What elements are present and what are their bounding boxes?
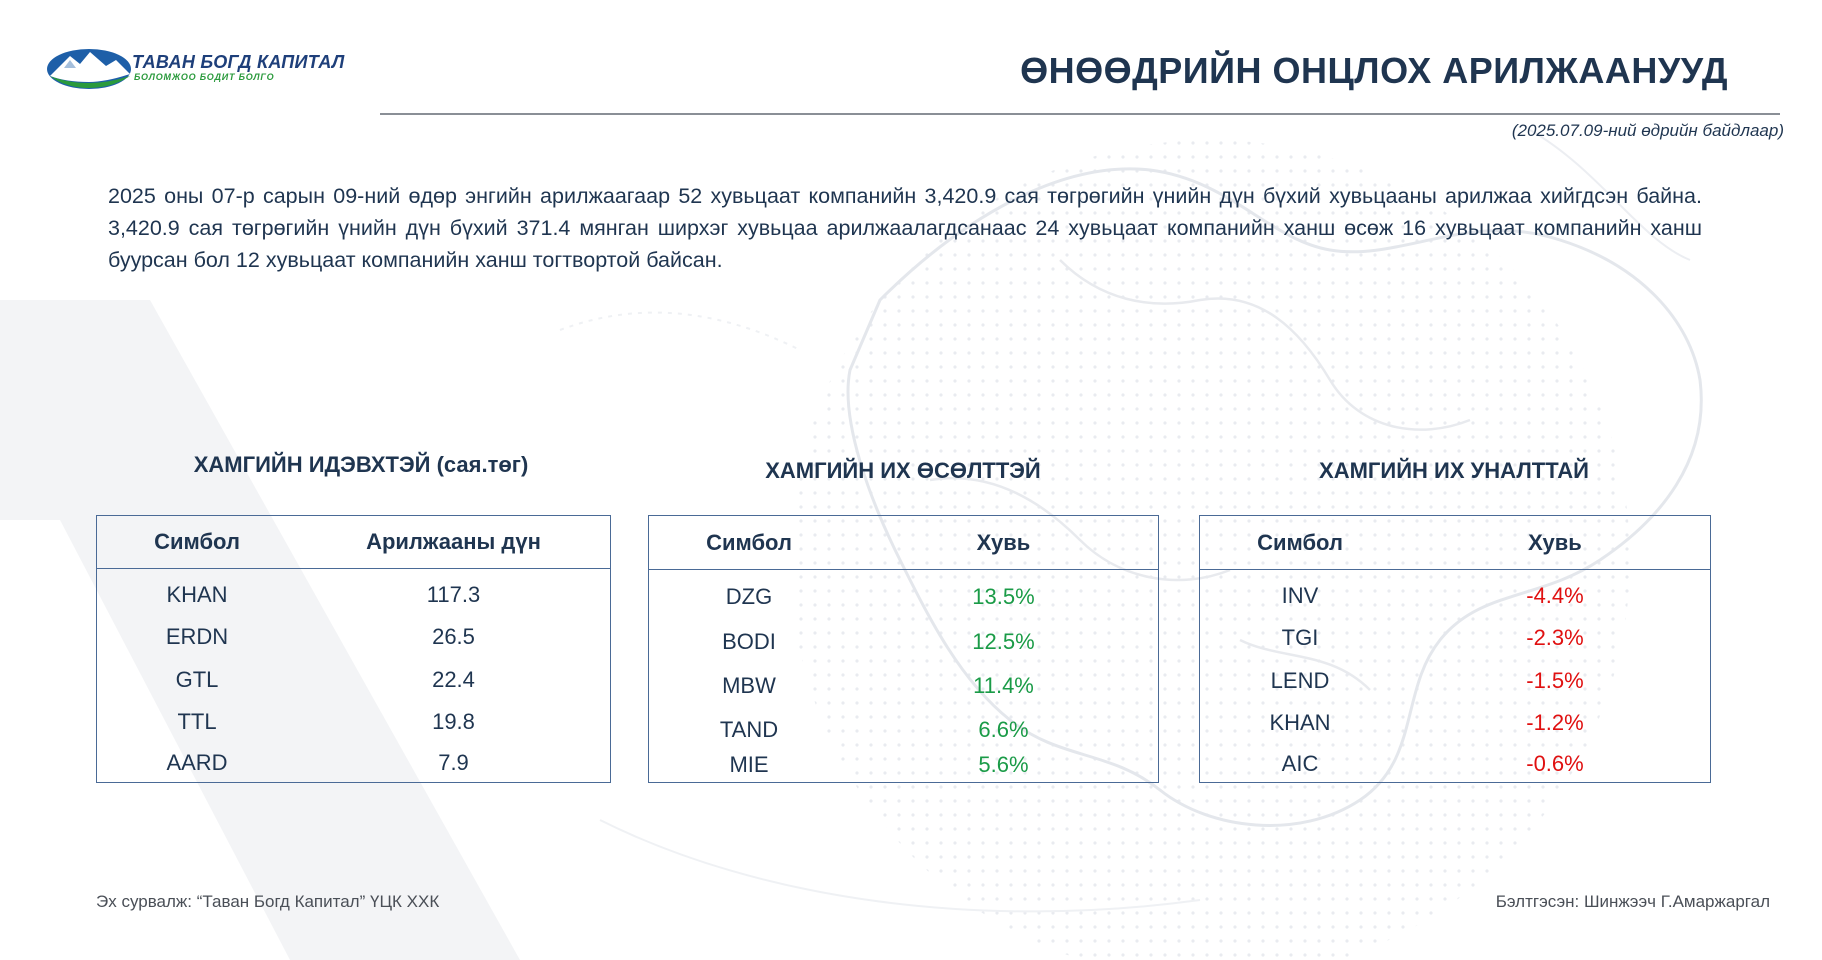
table-row: MIE 5.6%	[649, 752, 1158, 778]
company-logo: ТАВАН БОГД КАПИТАЛ БОЛОМЖОО БОДИТ БОЛГО	[46, 46, 346, 92]
losers-table-title: ХАМГИЙН ИХ УНАЛТТАЙ	[1319, 458, 1589, 483]
symbol-cell: ERDN	[165, 624, 229, 649]
percent-cell: 11.4%	[973, 673, 1034, 698]
symbol-cell: LEND	[1270, 667, 1330, 693]
symbol-cell: MIE	[729, 752, 769, 777]
column-header-percent: Хувь	[976, 529, 1031, 555]
source-note: Эх сурвалж: “Таван Богд Капитал” ҮЦК ХХК	[96, 892, 440, 911]
table-row: AARD 7.9	[97, 743, 610, 783]
symbol-cell: MBW	[722, 673, 776, 698]
column-header-value: Арилжааны дүн	[366, 529, 541, 554]
date-note: (2025.07.09-ний өдрийн байдлаар)	[1511, 121, 1784, 140]
percent-cell: 13.5%	[972, 584, 1035, 609]
table-row: GTL 22.4	[97, 658, 610, 701]
symbol-cell: BODI	[722, 629, 776, 654]
percent-cell: -0.6%	[1526, 751, 1584, 776]
symbol-cell: TAND	[719, 717, 779, 742]
table-row: LEND -1.5%	[1200, 659, 1710, 702]
table-row: TAND 6.6%	[649, 708, 1158, 752]
column-header-symbol: Симбол	[706, 529, 792, 555]
table-header-row: Симбол Хувь	[1200, 516, 1710, 570]
author-note: Бэлтгэсэн: Шинжээч Г.Амаржаргал	[1495, 892, 1770, 911]
table-row: MBW 11.4%	[649, 664, 1158, 708]
symbol-cell: TTL	[177, 709, 217, 734]
title-divider	[380, 113, 1780, 115]
active-table-title: ХАМГИЙН ИДЭВХТЭЙ (сая.төг)	[193, 452, 529, 477]
table-row: ERDN 26.5	[97, 616, 610, 658]
symbol-cell: KHAN	[166, 581, 228, 607]
top-losers-table: Симбол Хувь INV -4.4% TGI -2.3% LEND -1.…	[1199, 515, 1711, 783]
symbol-cell: TGI	[1281, 625, 1319, 650]
market-summary: 2025 оны 07-р сарын 09-ний өдөр энгийн а…	[108, 184, 1702, 272]
table-row: TGI -2.3%	[1200, 617, 1710, 659]
gainers-table-title: ХАМГИЙН ИХ ӨСӨЛТТЭЙ	[765, 458, 1041, 483]
symbol-cell: INV	[1281, 582, 1319, 608]
table-row: KHAN -1.2%	[1200, 702, 1710, 744]
table-header-row: Симбол Арилжааны дүн	[97, 516, 610, 569]
table-row: KHAN 117.3	[97, 573, 610, 616]
mountain-logo-icon	[47, 49, 131, 89]
percent-cell: 12.5%	[972, 629, 1035, 654]
company-tagline: БОЛОМЖОО БОДИТ БОЛГО	[134, 72, 275, 82]
top-gainers-table: Симбол Хувь DZG 13.5% BODI 12.5% MBW 11.…	[648, 515, 1159, 783]
percent-cell: -1.2%	[1526, 710, 1584, 735]
table-row: TTL 19.8	[97, 701, 610, 743]
value-cell: 19.8	[432, 709, 475, 734]
symbol-cell: AARD	[166, 750, 228, 775]
value-cell: 22.4	[432, 666, 475, 692]
column-header-symbol: Симбол	[1257, 529, 1343, 555]
percent-cell: -1.5%	[1526, 667, 1584, 693]
symbol-cell: AIC	[1281, 751, 1319, 776]
symbol-cell: DZG	[725, 584, 773, 609]
table-row: AIC -0.6%	[1200, 744, 1710, 784]
table-header-row: Симбол Хувь	[649, 516, 1158, 570]
table-row: INV -4.4%	[1200, 574, 1710, 617]
page-title: ӨНӨӨДРИЙН ОНЦЛОХ АРИЛЖААНУУД	[1020, 50, 1728, 91]
value-cell: 26.5	[432, 624, 475, 649]
value-cell: 117.3	[426, 581, 481, 607]
symbol-cell: KHAN	[1269, 710, 1331, 735]
table-row: BODI 12.5%	[649, 620, 1158, 664]
percent-cell: -2.3%	[1526, 625, 1584, 650]
company-name: ТАВАН БОГД КАПИТАЛ	[132, 52, 345, 72]
value-cell: 7.9	[438, 750, 469, 775]
symbol-cell: GTL	[175, 666, 219, 692]
percent-cell: 5.6%	[978, 752, 1029, 777]
percent-cell: 6.6%	[978, 717, 1029, 742]
column-header-symbol: Симбол	[154, 529, 240, 554]
percent-cell: -4.4%	[1526, 582, 1584, 608]
column-header-percent: Хувь	[1528, 529, 1582, 555]
most-active-table: Симбол Арилжааны дүн KHAN 117.3 ERDN 26.…	[96, 515, 611, 783]
table-row: DZG 13.5%	[649, 574, 1158, 620]
